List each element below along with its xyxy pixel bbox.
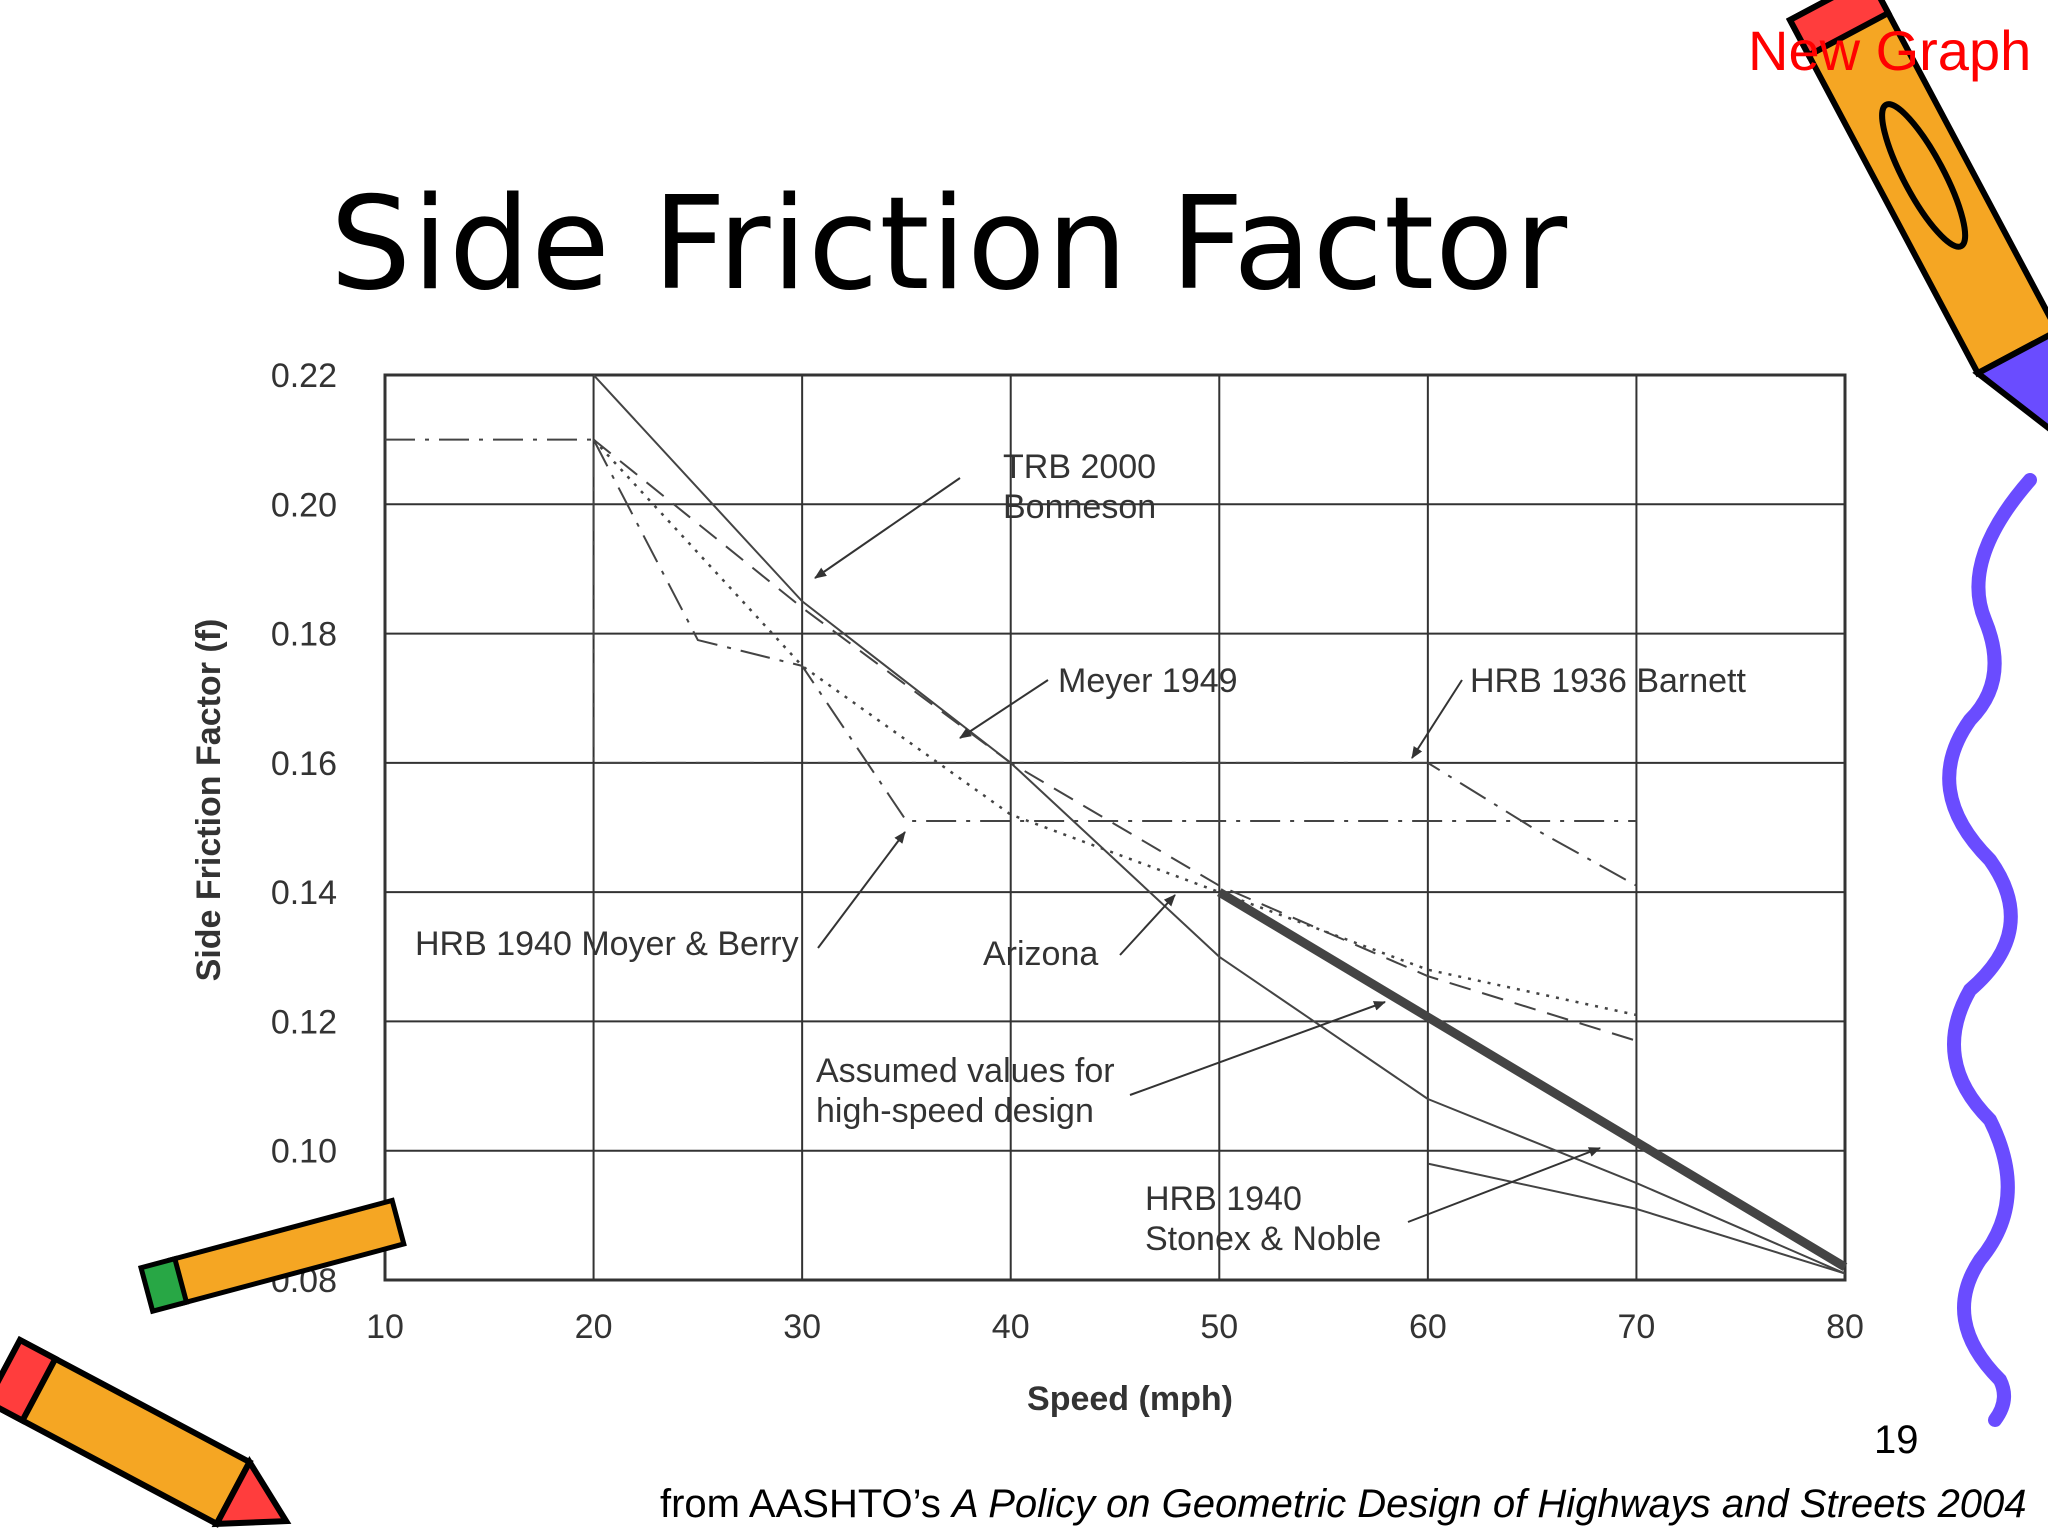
series-line bbox=[592, 438, 1637, 1042]
annotation-label: Arizona bbox=[983, 935, 1098, 973]
slide-title: Side Friction Factor bbox=[330, 170, 1569, 319]
annotation-label-line2: Stonex & Noble bbox=[1145, 1220, 1381, 1258]
annotation-arrow bbox=[1129, 1001, 1386, 1096]
y-tick-label: 0.14 bbox=[271, 874, 337, 912]
y-tick-label: 0.18 bbox=[271, 616, 337, 654]
new-graph-link[interactable]: New Graph bbox=[1748, 19, 2032, 82]
y-axis-title: Side Friction Factor (f) bbox=[190, 619, 228, 982]
y-tick-label: 0.16 bbox=[271, 745, 337, 783]
y-tick-label: 0.22 bbox=[271, 357, 337, 395]
annotation-label: TRB 2000 bbox=[1003, 448, 1156, 486]
annotation-label: Assumed values for bbox=[816, 1052, 1115, 1090]
x-axis-title: Speed (mph) bbox=[1027, 1380, 1233, 1418]
x-tick-label: 10 bbox=[366, 1308, 404, 1346]
annotation-label: HRB 1940 Moyer & Berry bbox=[415, 925, 799, 963]
series-line bbox=[385, 438, 1637, 887]
annotation-arrow bbox=[1411, 679, 1463, 759]
series-line bbox=[592, 374, 1846, 1275]
source-citation: from AASHTO’s A Policy on Geometric Desi… bbox=[660, 1482, 2027, 1527]
annotation-label-line2: Bonneson bbox=[1003, 488, 1156, 526]
source-prefix: from AASHTO’s bbox=[660, 1482, 952, 1526]
annotation-arrow bbox=[1407, 1147, 1601, 1223]
series-line bbox=[1427, 1162, 1846, 1275]
annotation-label: Meyer 1949 bbox=[1058, 662, 1238, 700]
annotation-arrow bbox=[817, 831, 906, 949]
x-tick-label: 70 bbox=[1618, 1308, 1656, 1346]
x-tick-label: 40 bbox=[992, 1308, 1030, 1346]
annotation-arrow bbox=[814, 477, 961, 579]
x-tick-label: 20 bbox=[575, 1308, 613, 1346]
y-tick-label: 0.10 bbox=[271, 1133, 337, 1171]
annotation-arrow bbox=[1119, 894, 1176, 956]
tick-labels: 10 20 30 40 50 60 70 800.080.100.120.140.160.18… bbox=[271, 357, 1864, 1346]
annotation-label: HRB 1936 Barnett bbox=[1470, 662, 1746, 700]
data-series bbox=[385, 374, 1848, 1275]
annotation-label-line2: high-speed design bbox=[816, 1092, 1094, 1130]
annotation-label: HRB 1940 bbox=[1145, 1180, 1302, 1218]
page-number: 19 bbox=[1874, 1418, 1919, 1462]
x-tick-label: 80 bbox=[1826, 1308, 1864, 1346]
series-line bbox=[592, 439, 1637, 823]
source-title: A Policy on Geometric Design of Highways… bbox=[951, 1482, 2027, 1526]
y-tick-label: 0.12 bbox=[271, 1003, 337, 1041]
x-tick-label: 50 bbox=[1200, 1308, 1238, 1346]
x-tick-label: 30 bbox=[783, 1308, 821, 1346]
x-tick-label: 60 bbox=[1409, 1308, 1447, 1346]
series-line bbox=[1216, 888, 1848, 1271]
y-tick-label: 0.20 bbox=[271, 486, 337, 524]
annotation-arrow bbox=[959, 679, 1049, 739]
